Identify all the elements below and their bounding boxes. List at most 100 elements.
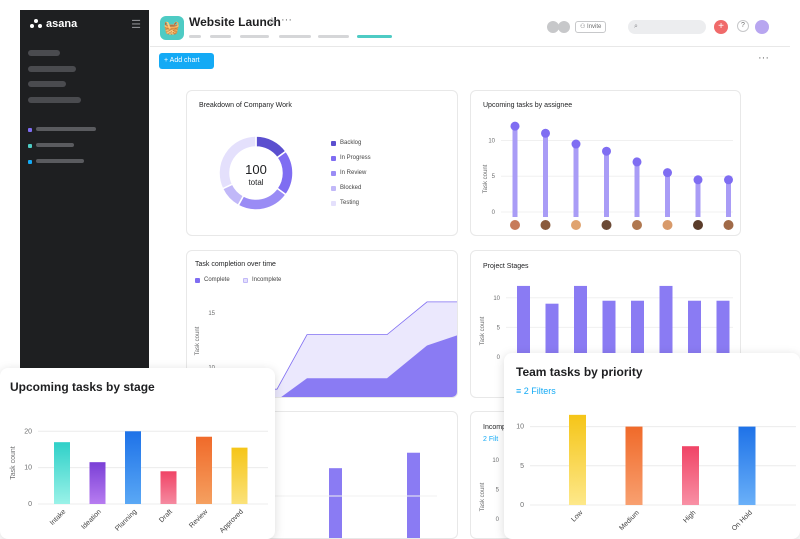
sidebar-item-my-tasks[interactable] — [28, 66, 76, 72]
asana-logo[interactable]: asana — [30, 18, 77, 30]
legend-label: Complete — [204, 277, 230, 283]
legend-label: In Progress — [340, 155, 371, 161]
y-tick-label: 0 — [520, 502, 524, 509]
legend-label: Incomplete — [252, 277, 282, 283]
lollipop-head — [602, 146, 611, 156]
donut-chart: 100 total — [218, 135, 294, 211]
area-chart: Task count 1015 — [195, 301, 457, 397]
project-title[interactable]: Website Launch — [189, 15, 281, 29]
legend-item: Testing — [331, 200, 359, 206]
x-tick-label: Planning — [114, 508, 138, 532]
legend-item: In Progress — [331, 155, 371, 161]
donut-total-label: total — [248, 178, 263, 187]
priority-bar-chart: 0 5 10 Low Medium High On Hold — [516, 414, 796, 533]
stage-bar — [89, 462, 106, 504]
brand-name: asana — [46, 18, 78, 30]
area-marks: 1015 — [208, 301, 457, 397]
breakdown-card[interactable]: Breakdown of Company Work 100 total Back… — [186, 90, 458, 236]
x-tick-label: Low — [570, 509, 585, 524]
filters-label[interactable]: 2 Filt — [483, 436, 499, 443]
overlay-title: Team tasks by priority — [516, 365, 643, 379]
tab-dashboard[interactable] — [357, 35, 392, 38]
lollipop-head — [632, 157, 642, 167]
legend-label: Backlog — [340, 140, 362, 146]
tab-overview[interactable] — [189, 35, 201, 38]
y-axis-label: Task count — [480, 482, 486, 511]
avatar[interactable] — [755, 20, 769, 34]
priority-chart-overlay[interactable]: Team tasks by priority ≡ 2 Filters 0 5 10 L… — [504, 353, 800, 539]
sidebar-item-project-1[interactable] — [36, 127, 96, 131]
bar — [329, 468, 342, 538]
stage-bar — [231, 447, 248, 504]
divider — [150, 46, 790, 47]
help-icon[interactable]: ? — [737, 20, 749, 32]
filters-button[interactable]: ≡ 2 Filters — [516, 386, 556, 396]
dashboard-more-icon[interactable]: ··· — [758, 52, 769, 64]
tab-list[interactable] — [210, 35, 231, 38]
sidebar-item-home[interactable] — [28, 50, 60, 56]
search-input[interactable]: ⌕ — [628, 20, 706, 34]
member-avatar[interactable] — [547, 21, 559, 33]
sidebar-item-project-2[interactable] — [36, 143, 74, 147]
lollipop-stem — [665, 172, 670, 217]
tab-timeline[interactable] — [279, 35, 311, 38]
sidebar-item-project-3[interactable] — [36, 159, 84, 163]
series-area-complete — [281, 335, 457, 397]
add-button[interactable]: + — [714, 20, 728, 34]
legend-label: Testing — [340, 200, 360, 206]
bar-chart-axis: Task count 0 5 10 — [480, 458, 500, 523]
legend-item: Complete — [195, 277, 230, 283]
completion-card[interactable]: Task completion over time Complete Incom… — [186, 250, 458, 398]
card-title: Incomp — [483, 424, 506, 431]
menu-collapse-icon[interactable]: ☰ — [131, 19, 141, 31]
assignee-avatar — [510, 220, 520, 230]
lollipop-chart: Task count 0 5 10 — [483, 121, 734, 230]
y-tick-label: 10 — [493, 296, 500, 302]
project-basket-icon[interactable]: 🧺 — [160, 16, 184, 40]
x-tick-label: Medium — [618, 509, 641, 532]
lollipop-head — [693, 175, 703, 185]
y-tick-label: 10 — [492, 458, 499, 464]
sidebar-item-inbox[interactable] — [28, 81, 66, 87]
card-title: Project Stages — [483, 263, 529, 270]
priority-bar — [625, 426, 643, 505]
plus-icon: + — [164, 57, 170, 64]
lollipop-stem — [726, 179, 731, 217]
y-axis-label: Task count — [483, 164, 489, 193]
y-tick-label: 5 — [492, 174, 496, 180]
donut-total-value: 100 — [245, 162, 267, 177]
y-tick-label: 0 — [496, 517, 500, 523]
sidebar-item-reporting[interactable] — [28, 97, 81, 103]
legend-label: Blocked — [340, 185, 362, 191]
assignee-card[interactable]: Upcoming tasks by assignee Task count 0 5… — [470, 90, 741, 236]
y-tick-label: 5 — [497, 325, 501, 331]
more-icon[interactable]: ··· — [281, 14, 292, 26]
invite-button[interactable]: ⚇ Invite — [575, 21, 607, 33]
lollipop-stem — [543, 133, 548, 217]
card-title: Breakdown of Company Work — [199, 102, 292, 109]
add-chart-button[interactable]: + Add chart — [159, 53, 214, 69]
assignee-avatar — [540, 220, 551, 230]
lollipop-head — [663, 168, 672, 178]
tab-calendar[interactable] — [318, 35, 349, 38]
y-tick-label: 0 — [28, 501, 32, 508]
project-color-icon — [28, 128, 32, 132]
donut-slice — [275, 150, 294, 196]
bar — [407, 452, 420, 538]
lollipop-stem — [695, 179, 701, 217]
stage-chart-overlay[interactable]: Upcoming tasks by stage Task count 0 10 20… — [0, 368, 275, 539]
y-tick-label: 10 — [488, 138, 495, 144]
member-avatar[interactable] — [558, 21, 570, 33]
stage-bars: 0 10 20 Intake Ideation Planning Draft Review Ap… — [24, 428, 268, 535]
priority-bar — [569, 414, 586, 505]
priority-bar — [682, 446, 699, 505]
lollipop-head — [724, 175, 733, 185]
assignee-avatar — [601, 220, 612, 230]
star-icon[interactable]: ☆ — [267, 16, 277, 28]
stage-bar-chart: Task count 0 10 20 Intake Ideation Planning Dr… — [10, 428, 268, 535]
x-tick-label: High — [682, 509, 697, 524]
assignee-avatar — [693, 220, 703, 230]
filters-label: 2 Filters — [523, 386, 556, 396]
tab-board[interactable] — [240, 35, 269, 38]
assignee-avatar — [662, 220, 673, 230]
